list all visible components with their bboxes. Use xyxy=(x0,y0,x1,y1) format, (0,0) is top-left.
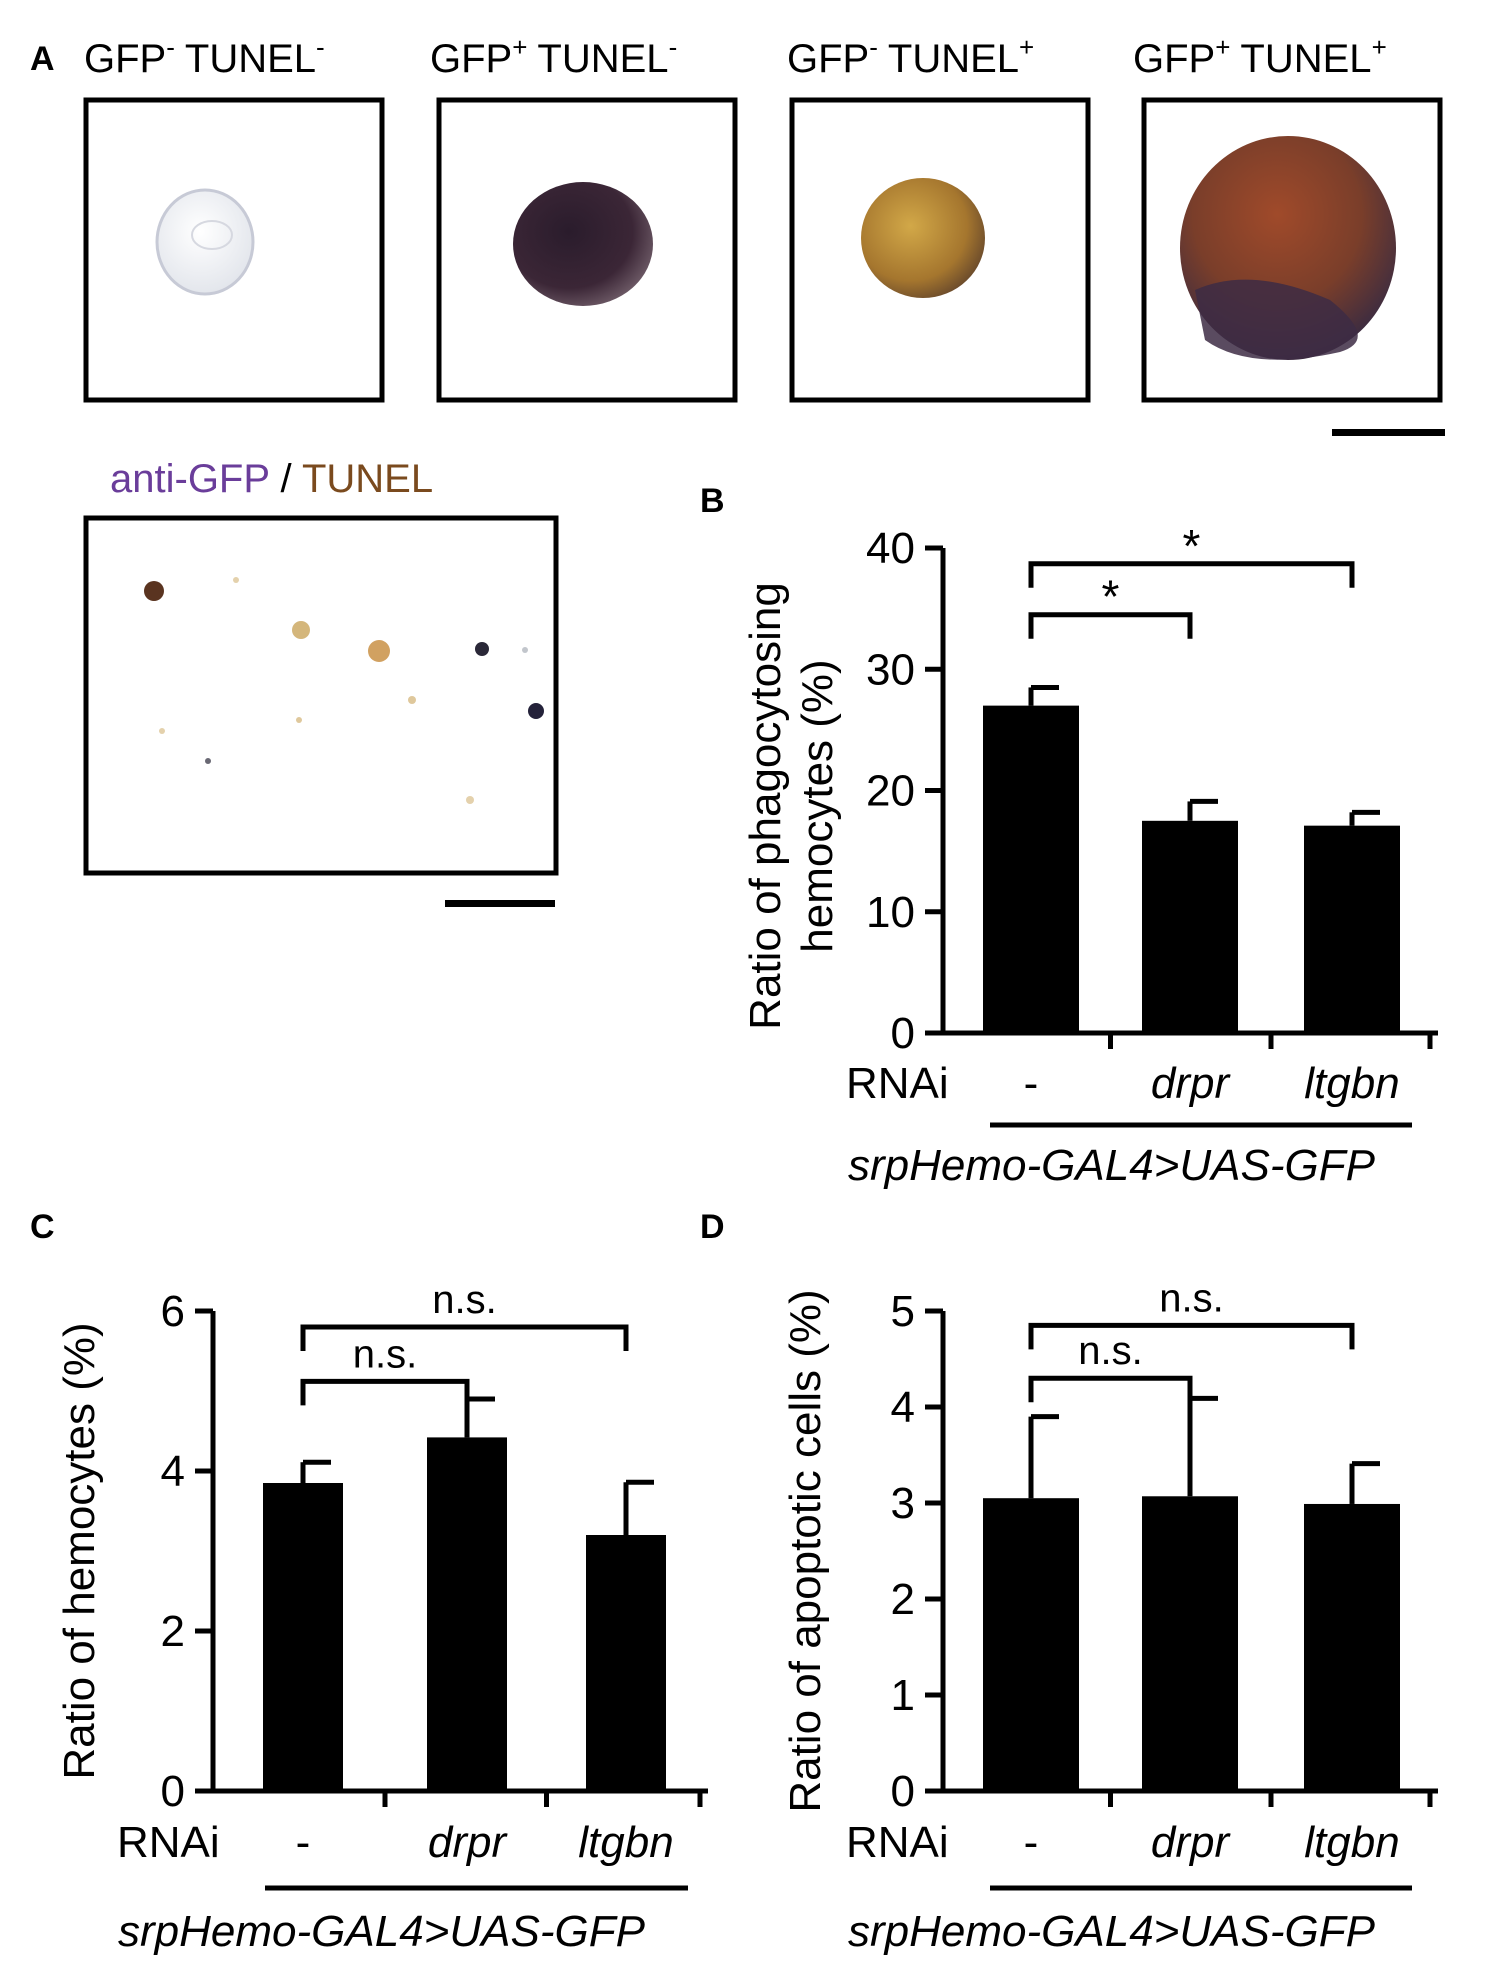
category-label: drpr xyxy=(1151,1059,1232,1108)
significance-label: n.s. xyxy=(1078,1329,1142,1373)
bar-3 xyxy=(586,1535,666,1791)
y-axis-label: Ratio of apoptotic cells (%) xyxy=(781,1289,830,1812)
category-label: - xyxy=(1024,1818,1039,1867)
significance-label: n.s. xyxy=(432,1278,496,1322)
category-label: ltgbn xyxy=(1304,1059,1399,1108)
cell-label-gfp: GFP xyxy=(430,37,512,81)
cell-label-tunel: TUNEL xyxy=(1240,37,1371,81)
genotype-label: srpHemo-GAL4>UAS-GFP xyxy=(848,1907,1376,1956)
cell-label-gfp-sign: + xyxy=(512,32,527,62)
cell-label-gfp: GFP xyxy=(1133,37,1215,81)
cell-image-1 xyxy=(83,97,385,403)
significance-label: n.s. xyxy=(1159,1276,1223,1320)
cell-label-tunel-sign: + xyxy=(1019,32,1034,62)
scale-bar-overview xyxy=(445,900,555,907)
bar-1 xyxy=(983,1498,1079,1791)
cell-label-1: GFP- TUNEL- xyxy=(84,32,325,81)
significance-bracket xyxy=(1028,1375,1193,1403)
cell-label-2: GFP+ TUNEL- xyxy=(430,32,677,81)
significance-bracket xyxy=(300,1324,629,1351)
panel-letter: B xyxy=(700,482,725,520)
cell-image-3 xyxy=(789,97,1091,403)
category-label: drpr xyxy=(1151,1818,1232,1867)
bar-2 xyxy=(1142,820,1238,1033)
group-label-rnai: RNAi xyxy=(117,1818,220,1867)
group-label-rnai: RNAi xyxy=(846,1818,949,1867)
panel-a-letter: A xyxy=(30,40,55,78)
bar-3 xyxy=(1304,1503,1400,1791)
scale-bar-cells xyxy=(1332,429,1445,436)
cell-label-4: GFP+ TUNEL+ xyxy=(1133,32,1387,81)
cell-gfp-pos-tunel-neg xyxy=(513,182,653,306)
y-tick-label: 20 xyxy=(866,767,915,816)
y-tick-label: 30 xyxy=(866,645,915,694)
significance-label: * xyxy=(1102,571,1120,623)
bar-3 xyxy=(1304,825,1400,1033)
overview-label-sep: / xyxy=(269,457,302,501)
panel-letter: D xyxy=(700,1208,725,1246)
overview-label-gfp: anti-GFP xyxy=(110,457,269,501)
panel-a-cell-labels: GFP- TUNEL- GFP+ TUNEL- GFP- TUNEL+ GFP+ TUNEL+ xyxy=(84,32,1387,81)
cell-label-gfp: GFP xyxy=(787,37,869,81)
y-tick-label: 1 xyxy=(891,1671,915,1720)
bar-2 xyxy=(427,1437,507,1791)
y-tick-label: 4 xyxy=(161,1447,185,1496)
cell-label-gfp-sign: + xyxy=(1215,32,1230,62)
svg-text:anti-GFP / TUNEL: anti-GFP / TUNEL xyxy=(110,457,433,501)
y-tick-label: 2 xyxy=(891,1575,915,1624)
genotype-label: srpHemo-GAL4>UAS-GFP xyxy=(848,1141,1376,1190)
significance-bracket xyxy=(1028,612,1193,639)
y-tick-label: 0 xyxy=(161,1767,185,1816)
cell-image-2 xyxy=(436,97,738,403)
cell-image-4 xyxy=(1141,97,1443,403)
significance-label: n.s. xyxy=(353,1332,417,1376)
cell-gfp-neg-tunel-neg xyxy=(155,188,255,296)
cell-gfp-neg-tunel-pos xyxy=(861,178,985,298)
bar-2 xyxy=(1142,1496,1238,1791)
y-tick-label: 2 xyxy=(161,1607,185,1656)
significance-label: * xyxy=(1183,520,1201,572)
cell-label-3: GFP- TUNEL+ xyxy=(787,32,1034,81)
panel-letter: C xyxy=(30,1208,55,1246)
y-axis-label: Ratio of phagocytosing xyxy=(741,582,790,1030)
category-label: ltgbn xyxy=(1304,1818,1399,1867)
y-axis-label: Ratio of hemocytes (%) xyxy=(55,1322,104,1779)
chart-panel-b: B 0 10 20 30 40 * * Ratio of phagocytosing hemocy… xyxy=(700,482,1438,1190)
y-tick-label: 3 xyxy=(891,1479,915,1528)
category-label: drpr xyxy=(428,1818,509,1867)
y-tick-label: 4 xyxy=(891,1383,915,1432)
group-label-rnai: RNAi xyxy=(846,1059,949,1108)
category-label: - xyxy=(1024,1059,1039,1108)
cell-label-tunel: TUNEL xyxy=(185,37,316,81)
chart-panel-c: C 0 2 4 6 n.s. n.s. Ratio of hemocytes (%) RNAi -… xyxy=(30,1208,708,1956)
significance-bracket xyxy=(1028,561,1355,588)
bar-1 xyxy=(983,705,1079,1033)
overview-image xyxy=(83,515,559,876)
y-tick-label: 6 xyxy=(161,1287,185,1336)
cell-label-tunel: TUNEL xyxy=(537,37,668,81)
cell-label-tunel: TUNEL xyxy=(888,37,1019,81)
cell-label-tunel-sign: - xyxy=(316,32,325,62)
overview-label-tunel: TUNEL xyxy=(302,457,433,501)
y-tick-label: 0 xyxy=(891,1767,915,1816)
category-label: ltgbn xyxy=(578,1818,673,1867)
bar-1 xyxy=(263,1483,343,1791)
cell-label-gfp: GFP xyxy=(84,37,166,81)
y-tick-label: 0 xyxy=(891,1009,915,1058)
category-label: - xyxy=(296,1818,311,1867)
y-tick-label: 5 xyxy=(891,1287,915,1336)
cell-label-tunel-sign: - xyxy=(669,32,678,62)
significance-bracket xyxy=(1028,1322,1355,1350)
genotype-label: srpHemo-GAL4>UAS-GFP xyxy=(118,1907,646,1956)
y-tick-label: 40 xyxy=(866,524,915,573)
cell-label-gfp-sign: - xyxy=(869,32,878,62)
cell-label-tunel-sign: + xyxy=(1372,32,1387,62)
chart-panel-d: D 0 1 2 3 4 5 n.s. n.s. Ratio of apoptotic cells … xyxy=(700,1208,1438,1956)
cell-label-gfp-sign: - xyxy=(166,32,175,62)
overview-label: anti-GFP / TUNEL xyxy=(110,457,433,501)
significance-bracket xyxy=(300,1378,470,1406)
y-tick-label: 10 xyxy=(866,888,915,937)
y-axis-label-2: hemocytes (%) xyxy=(793,659,842,952)
